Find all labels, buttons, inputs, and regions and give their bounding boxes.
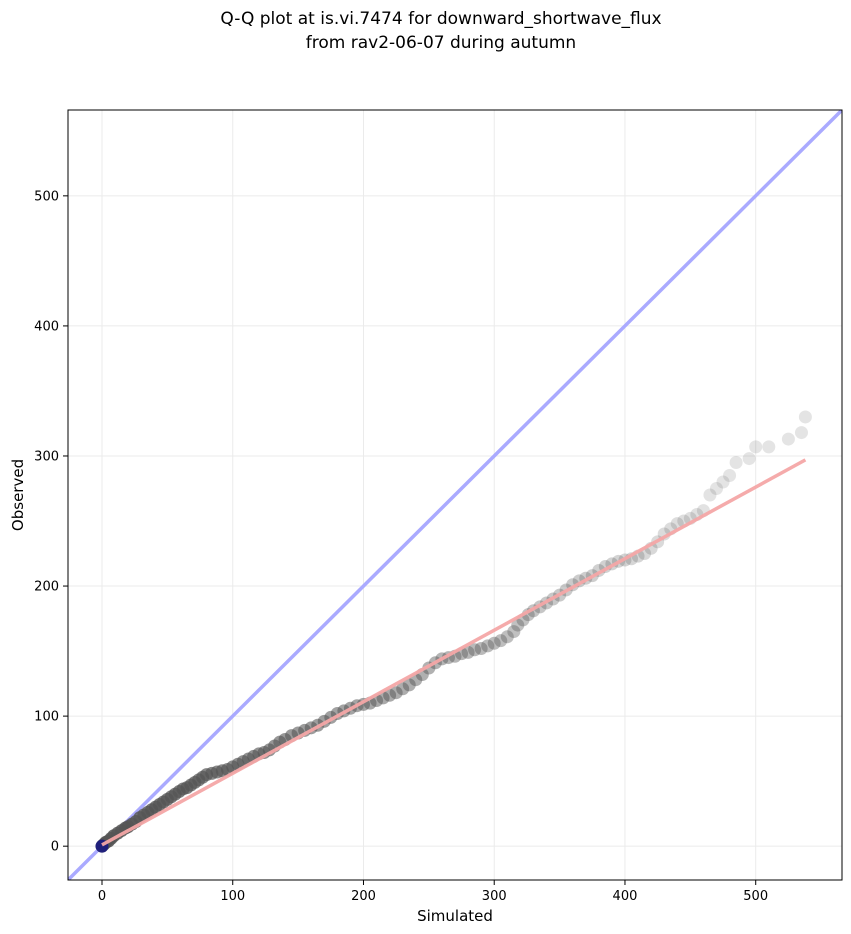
data-point (709, 481, 723, 495)
y-axis-ticks: 0 100 200 300 400 500 (34, 189, 68, 855)
data-point (798, 410, 812, 424)
data-point (396, 682, 410, 696)
data-point (507, 625, 521, 639)
x-axis-ticks: 0 100 200 300 400 500 (98, 880, 768, 904)
y-axis-label: Observed (9, 459, 27, 531)
plot-frame (67, 109, 843, 881)
title-line-2: from rav2-06-07 during autumn (306, 33, 576, 53)
data-point (383, 688, 397, 702)
data-point (468, 643, 482, 657)
points-layer (95, 410, 812, 853)
data-point (716, 475, 730, 489)
data-point (487, 636, 501, 650)
data-point (402, 678, 416, 692)
data-point (389, 686, 403, 700)
data-point (500, 630, 514, 644)
data-point (461, 645, 475, 659)
data-point (481, 639, 495, 653)
chart-title: Q-Q plot at is.vi.7474 for downward_shor… (220, 9, 661, 53)
y-tick-label: 0 (51, 840, 59, 855)
x-tick-label: 400 (613, 889, 638, 904)
fit-line-layer (101, 458, 807, 847)
y-tick-label: 200 (34, 580, 59, 595)
data-point (474, 641, 488, 655)
reference-line-layer (68, 110, 842, 880)
data-point (511, 618, 525, 632)
data-point (723, 468, 737, 482)
data-point (762, 440, 776, 454)
x-tick-label: 300 (482, 889, 507, 904)
data-point (729, 455, 743, 469)
data-point (703, 488, 717, 502)
data-point (781, 432, 795, 446)
data-point (742, 452, 756, 466)
x-tick-label: 100 (220, 889, 245, 904)
y-tick-label: 400 (34, 319, 59, 334)
grid (68, 110, 842, 880)
x-tick-label: 500 (743, 889, 768, 904)
x-tick-label: 200 (351, 889, 376, 904)
data-point (749, 440, 763, 454)
title-line-1: Q-Q plot at is.vi.7474 for downward_shor… (220, 9, 661, 29)
x-tick-label: 0 (98, 889, 106, 904)
y-tick-label: 500 (34, 189, 59, 204)
x-axis-label: Simulated (417, 907, 493, 925)
one-to-one-line (68, 110, 842, 880)
data-point (494, 634, 508, 648)
y-tick-label: 100 (34, 710, 59, 725)
y-tick-label: 300 (34, 449, 59, 464)
fit-line (101, 458, 807, 847)
data-point (794, 426, 808, 440)
